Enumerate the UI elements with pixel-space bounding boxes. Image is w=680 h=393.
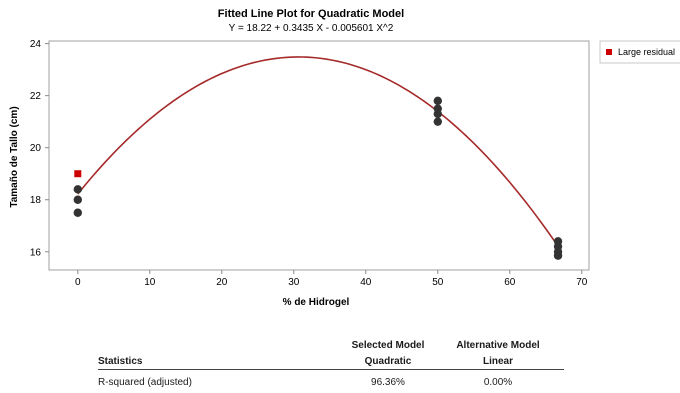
fitted-line-plot: Fitted Line Plot for Quadratic Model Y =… [9,8,680,308]
legend-box [599,40,680,64]
data-point [433,117,442,126]
chart-subtitle: Y = 18.22 + 0.3435 X - 0.005601 X^2 [229,23,394,34]
x-tick-label: 10 [144,277,156,288]
x-axis: 0 10 20 30 40 50 60 70 [75,270,588,288]
y-tick-label: 16 [30,247,42,258]
data-points [73,96,563,260]
y-tick-label: 20 [30,143,42,154]
x-tick-label: 50 [432,277,444,288]
data-point [433,96,442,106]
selected-model-header: Selected Model [351,340,425,351]
linear-header: Linear [482,356,513,367]
plot-frame [48,40,590,271]
r-squared-label: R-squared (adjusted) [98,377,192,388]
fit-curve [77,56,559,247]
data-point [73,208,83,217]
alternative-model-header: Alternative Model [456,340,540,351]
x-axis-label: % de Hidrogel [283,297,350,308]
data-point [73,185,83,194]
model-stats-table: Selected Model Alternative Model Statist… [98,340,564,393]
table-divider [98,369,564,370]
statistics-header: Statistics [98,356,143,367]
x-tick-label: 60 [504,277,516,288]
y-tick-label: 24 [30,39,42,50]
r-squared-quadratic: 96.36% [371,377,405,388]
x-tick-label: 70 [576,277,588,288]
data-point [553,251,563,260]
legend-swatch [606,49,612,55]
legend: Large residual [599,40,680,64]
x-tick-label: 40 [360,277,372,288]
y-tick-label: 22 [30,91,42,102]
large-residual-point [74,170,82,178]
y-tick-label: 18 [30,195,42,206]
data-point [73,195,83,204]
r-squared-linear: 0.00% [483,377,513,388]
large-residual-points [74,170,82,178]
chart-title: Fitted Line Plot for Quadratic Model [218,8,404,20]
x-tick-label: 20 [216,277,228,288]
x-tick-label: 30 [288,277,300,288]
quadratic-header: Quadratic [364,356,412,367]
y-axis: 16 18 20 22 24 [30,39,49,258]
data-point [433,109,442,119]
y-axis-label: Tamaño de Tallo (cm) [9,106,20,207]
legend-label: Large residual [618,47,675,57]
x-tick-label: 0 [75,277,81,288]
